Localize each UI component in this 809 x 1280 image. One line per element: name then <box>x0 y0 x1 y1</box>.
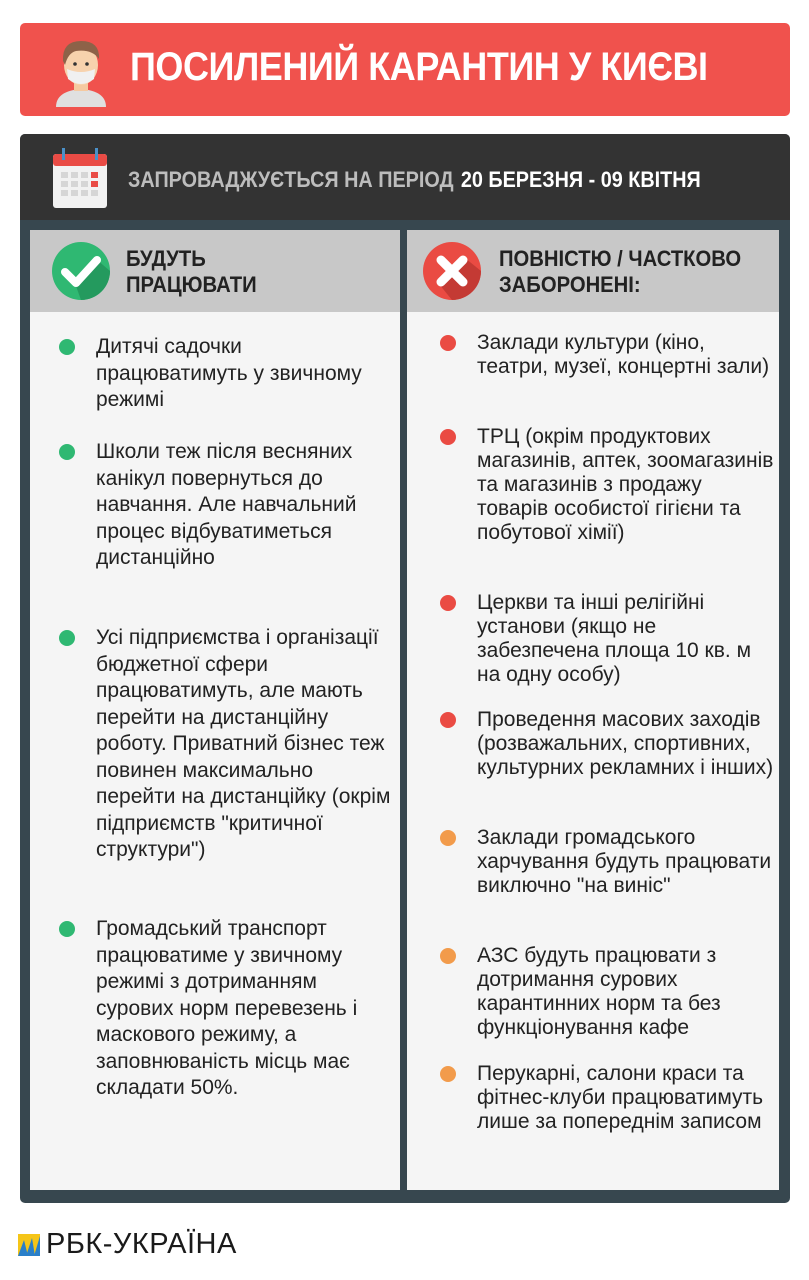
banned-column: ПОВНІСТЮ / ЧАСТКОВО ЗАБОРОНЕНІ: Заклади к… <box>407 230 779 1190</box>
list-item: Проведення масових заходів (розважальних… <box>440 708 777 780</box>
list-item: Школи теж після весняних канікул поверну… <box>59 439 396 572</box>
banned-title-1: ПОВНІСТЮ / ЧАСТКОВО <box>499 246 742 271</box>
rbc-logo: РБК-УКРАЇНА <box>18 1228 237 1261</box>
list-item: Заклади культури (кіно, театри, музеї, к… <box>440 331 777 379</box>
working-header: БУДУТЬ ПРАЦЮВАТИ <box>30 230 400 312</box>
cross-icon <box>423 242 481 300</box>
bullet-icon <box>440 830 456 846</box>
period-dates: 20 БЕРЕЗНЯ - 09 КВІТНЯ <box>460 167 701 192</box>
masked-person-icon <box>56 41 106 107</box>
period-label: ЗАПРОВАДЖУЄТЬСЯ НА ПЕРІОД <box>128 167 454 192</box>
period-bar: ЗАПРОВАДЖУЄТЬСЯ НА ПЕРІОД 20 БЕРЕЗНЯ - 09… <box>20 134 790 220</box>
bullet-icon <box>440 335 456 351</box>
list-item: АЗС будуть працювати з дотримання сурови… <box>440 944 777 1040</box>
checkmark-icon <box>52 242 110 300</box>
bullet-icon <box>59 630 75 646</box>
bullet-icon <box>59 339 75 355</box>
bullet-icon <box>440 429 456 445</box>
list-item: ТРЦ (окрім продуктових магазинів, аптек,… <box>440 425 777 545</box>
bullet-icon <box>440 948 456 964</box>
bullet-icon <box>440 595 456 611</box>
logo-text: РБК-УКРАЇНА <box>46 1228 237 1260</box>
list-item: Усі підприємства і організації бюджетної… <box>59 625 396 864</box>
banned-header: ПОВНІСТЮ / ЧАСТКОВО ЗАБОРОНЕНІ: <box>407 230 779 312</box>
bullet-icon <box>59 444 75 460</box>
list-item: Перукарні, салони краси та фітнес-клуби … <box>440 1062 777 1134</box>
title-banner: ПОСИЛЕНИЙ КАРАНТИН У КИЄВІ <box>20 23 790 116</box>
list-item: Громадський транспорт працюватиме у звич… <box>59 916 396 1102</box>
working-title-1: БУДУТЬ <box>126 246 206 271</box>
working-column: БУДУТЬ ПРАЦЮВАТИ Дитячі садочки працювати… <box>30 230 400 1190</box>
working-title-2: ПРАЦЮВАТИ <box>126 272 257 297</box>
banned-title-2: ЗАБОРОНЕНІ: <box>499 272 641 297</box>
list-item: Дитячі садочки працюватимуть у звичному … <box>59 334 396 414</box>
list-item: Заклади громадського харчування будуть п… <box>440 826 777 898</box>
rbc-logo-icon <box>18 1233 40 1256</box>
calendar-icon <box>53 148 107 208</box>
period-text: ЗАПРОВАДЖУЄТЬСЯ НА ПЕРІОД 20 БЕРЕЗНЯ - 09… <box>128 167 701 193</box>
page-title: ПОСИЛЕНИЙ КАРАНТИН У КИЄВІ <box>130 45 708 89</box>
list-item: Церкви та інші релігійні установи (якщо … <box>440 591 777 687</box>
info-panel: ЗАПРОВАДЖУЄТЬСЯ НА ПЕРІОД 20 БЕРЕЗНЯ - 09… <box>20 134 790 1203</box>
bullet-icon <box>440 1066 456 1082</box>
bullet-icon <box>59 921 75 937</box>
bullet-icon <box>440 712 456 728</box>
